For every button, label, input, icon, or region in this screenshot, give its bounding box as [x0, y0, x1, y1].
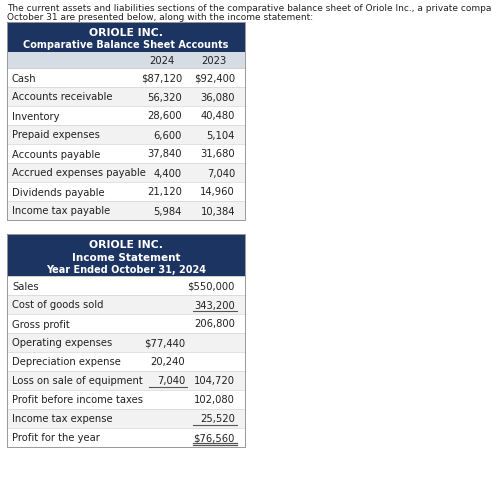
FancyBboxPatch shape: [7, 164, 245, 182]
Text: Cash: Cash: [12, 73, 37, 84]
Text: Prepaid expenses: Prepaid expenses: [12, 130, 100, 140]
FancyBboxPatch shape: [7, 144, 245, 164]
FancyBboxPatch shape: [7, 409, 245, 428]
Text: 104,720: 104,720: [194, 376, 235, 386]
Text: 2024: 2024: [149, 56, 175, 66]
Text: Profit for the year: Profit for the year: [12, 432, 100, 443]
Text: 102,080: 102,080: [194, 395, 235, 405]
Text: $87,120: $87,120: [141, 73, 182, 84]
FancyBboxPatch shape: [7, 371, 245, 390]
FancyBboxPatch shape: [7, 126, 245, 144]
Text: 14,960: 14,960: [200, 187, 235, 197]
Text: Accounts receivable: Accounts receivable: [12, 92, 112, 102]
Text: 40,480: 40,480: [201, 111, 235, 121]
Text: Year Ended October 31, 2024: Year Ended October 31, 2024: [46, 264, 206, 275]
Text: Cost of goods sold: Cost of goods sold: [12, 300, 104, 310]
Text: 4,400: 4,400: [154, 168, 182, 178]
Text: Operating expenses: Operating expenses: [12, 338, 112, 348]
FancyBboxPatch shape: [7, 428, 245, 447]
FancyBboxPatch shape: [7, 333, 245, 352]
Text: 28,600: 28,600: [147, 111, 182, 121]
Text: $77,440: $77,440: [144, 338, 185, 348]
FancyBboxPatch shape: [7, 235, 245, 276]
Text: 10,384: 10,384: [200, 206, 235, 216]
Text: Accounts payable: Accounts payable: [12, 149, 100, 159]
FancyBboxPatch shape: [7, 352, 245, 371]
Text: 7,040: 7,040: [207, 168, 235, 178]
Text: 5,104: 5,104: [207, 130, 235, 140]
Text: Income tax payable: Income tax payable: [12, 206, 110, 216]
FancyBboxPatch shape: [7, 314, 245, 333]
Text: Accrued expenses payable: Accrued expenses payable: [12, 168, 146, 178]
FancyBboxPatch shape: [7, 182, 245, 202]
Text: 206,800: 206,800: [194, 319, 235, 329]
Text: ORIOLE INC.: ORIOLE INC.: [89, 28, 163, 38]
FancyBboxPatch shape: [7, 202, 245, 220]
FancyBboxPatch shape: [7, 88, 245, 107]
Text: Profit before income taxes: Profit before income taxes: [12, 395, 143, 405]
Text: Inventory: Inventory: [12, 111, 59, 121]
Text: $550,000: $550,000: [188, 281, 235, 291]
Text: October 31 are presented below, along with the income statement:: October 31 are presented below, along wi…: [7, 13, 313, 22]
Text: 6,600: 6,600: [154, 130, 182, 140]
Text: 36,080: 36,080: [200, 92, 235, 102]
Text: 7,040: 7,040: [157, 376, 185, 386]
Text: 37,840: 37,840: [147, 149, 182, 159]
Text: 343,200: 343,200: [194, 300, 235, 310]
Text: Comparative Balance Sheet Accounts: Comparative Balance Sheet Accounts: [23, 40, 229, 50]
Text: 2023: 2023: [201, 56, 227, 66]
FancyBboxPatch shape: [7, 295, 245, 314]
Text: 56,320: 56,320: [147, 92, 182, 102]
FancyBboxPatch shape: [7, 107, 245, 126]
Text: $92,400: $92,400: [194, 73, 235, 84]
Text: Depreciation expense: Depreciation expense: [12, 357, 121, 367]
Text: Dividends payable: Dividends payable: [12, 187, 105, 197]
FancyBboxPatch shape: [7, 390, 245, 409]
Text: 25,520: 25,520: [200, 414, 235, 424]
Text: 5,984: 5,984: [154, 206, 182, 216]
Text: The current assets and liabilities sections of the comparative balance sheet of : The current assets and liabilities secti…: [7, 4, 491, 13]
FancyBboxPatch shape: [7, 276, 245, 295]
FancyBboxPatch shape: [7, 69, 245, 88]
Text: Loss on sale of equipment: Loss on sale of equipment: [12, 376, 143, 386]
Text: ORIOLE INC.: ORIOLE INC.: [89, 240, 163, 250]
Text: Sales: Sales: [12, 281, 39, 291]
FancyBboxPatch shape: [7, 53, 245, 69]
Text: Income Statement: Income Statement: [72, 252, 180, 263]
Text: 21,120: 21,120: [147, 187, 182, 197]
FancyBboxPatch shape: [7, 23, 245, 53]
Text: 31,680: 31,680: [200, 149, 235, 159]
Text: $76,560: $76,560: [193, 432, 235, 443]
Text: Income tax expense: Income tax expense: [12, 414, 112, 424]
Text: 20,240: 20,240: [150, 357, 185, 367]
Text: Gross profit: Gross profit: [12, 319, 70, 329]
